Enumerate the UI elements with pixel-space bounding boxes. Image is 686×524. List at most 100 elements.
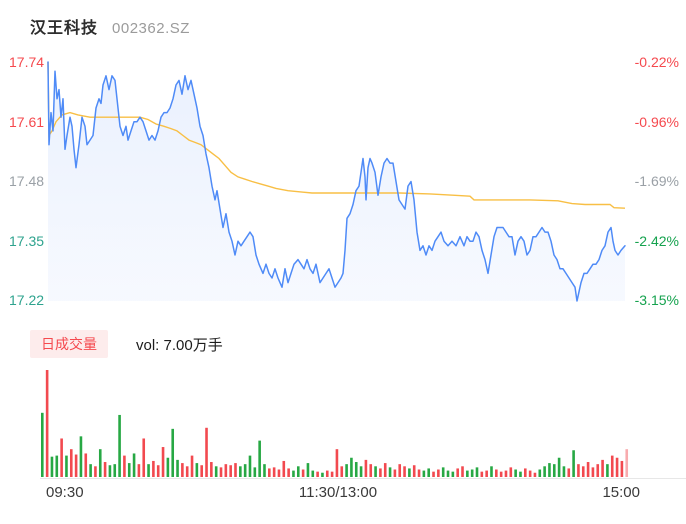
volume-bar [470, 469, 474, 477]
volume-bar [504, 470, 508, 477]
volume-bar [437, 469, 440, 477]
volume-bar [499, 471, 503, 477]
x-tick-0930: 09:30 [46, 484, 84, 501]
price-tick-4: 17.22 [9, 292, 45, 308]
x-tick-1500: 15:00 [602, 484, 640, 501]
volume-bar [557, 457, 561, 477]
volume-bar [118, 414, 121, 477]
volume-bar [538, 469, 542, 477]
volume-bar [625, 449, 629, 477]
volume-bar [393, 469, 397, 477]
volume-bar [147, 464, 150, 477]
price-line [47, 61, 626, 302]
volume-bar [610, 455, 614, 477]
volume-bar [359, 466, 363, 477]
volume-bar [340, 466, 344, 477]
volume-bar [89, 464, 92, 477]
volume-tab-badge[interactable]: 日成交量 [30, 330, 108, 358]
volume-bar [55, 455, 59, 477]
volume-bar [311, 470, 315, 477]
volume-bar [219, 467, 223, 477]
volume-bar [84, 453, 88, 477]
volume-bar [103, 462, 107, 477]
volume-bar [446, 470, 450, 477]
volume-bar [369, 464, 373, 477]
volume-bar [50, 456, 54, 477]
volume-bar [214, 466, 218, 477]
volume-bar [543, 466, 546, 477]
pct-tick-2: -1.69% [634, 173, 679, 189]
volume-bar [296, 466, 300, 477]
volume-bar [195, 463, 199, 477]
volume-bar [248, 455, 252, 477]
volume-bar [205, 427, 208, 477]
volume-bar [408, 468, 411, 477]
volume-bar [282, 460, 286, 477]
volume-bar [152, 460, 155, 477]
volume-bar [577, 464, 580, 477]
volume-bar [528, 470, 532, 477]
volume-bar [239, 466, 242, 477]
volume-bar [567, 468, 571, 477]
volume-bar [287, 468, 290, 477]
volume-bar [306, 463, 310, 477]
volume-bar [417, 469, 421, 477]
stock-name: 汉王科技 [30, 20, 99, 37]
volume-bar [74, 454, 78, 477]
volume-bar [45, 370, 49, 477]
volume-bar [615, 457, 619, 477]
volume-bar [552, 464, 556, 477]
volume-bar [572, 450, 575, 477]
volume-bar [412, 465, 416, 477]
volume-bar [601, 459, 604, 477]
stock-code: 002362.SZ [112, 20, 190, 37]
volume-bar [354, 462, 358, 477]
volume-bar [41, 412, 44, 477]
volume-bar [509, 467, 513, 477]
volume-bar [490, 466, 493, 477]
volume-bar [234, 463, 237, 477]
volume-bar [620, 460, 624, 477]
volume-bar [475, 467, 479, 477]
volume-bar [606, 464, 609, 477]
volume-bar [98, 449, 102, 477]
volume-bar [268, 468, 271, 477]
volume-bar [591, 467, 595, 477]
volume-bar [548, 463, 551, 477]
volume-bar [142, 438, 146, 477]
price-tick-0: 17.74 [9, 54, 45, 70]
volume-bar [364, 459, 368, 477]
volume-bar [316, 471, 319, 477]
volume-bar [514, 469, 517, 477]
volume-bar [524, 468, 527, 477]
volume-bar [533, 472, 537, 477]
volume-bar [422, 470, 426, 477]
volume-bar [272, 467, 276, 477]
volume-bar [519, 471, 522, 477]
volume-bar [171, 428, 175, 477]
volume-bars [41, 370, 629, 477]
volume-bar [224, 464, 228, 477]
volume-bar [432, 471, 435, 477]
volume-bar [277, 469, 281, 477]
volume-bar [132, 453, 136, 477]
volume-bar [325, 470, 329, 477]
volume-bar [383, 463, 387, 477]
volume-bar [335, 449, 339, 477]
volume-bar [379, 468, 382, 477]
volume-bar [485, 470, 488, 477]
volume-bar [65, 455, 68, 477]
volume-bar [69, 449, 73, 477]
volume-bar [596, 464, 600, 477]
volume-bar [441, 467, 445, 477]
volume-bar [60, 438, 63, 477]
volume-bar [427, 468, 430, 477]
volume-bar [137, 464, 141, 477]
volume-bar [388, 467, 392, 477]
volume-bar [108, 465, 112, 477]
pct-tick-1: -0.96% [634, 113, 679, 130]
volume-bar [94, 466, 97, 477]
volume-bar [210, 462, 213, 477]
